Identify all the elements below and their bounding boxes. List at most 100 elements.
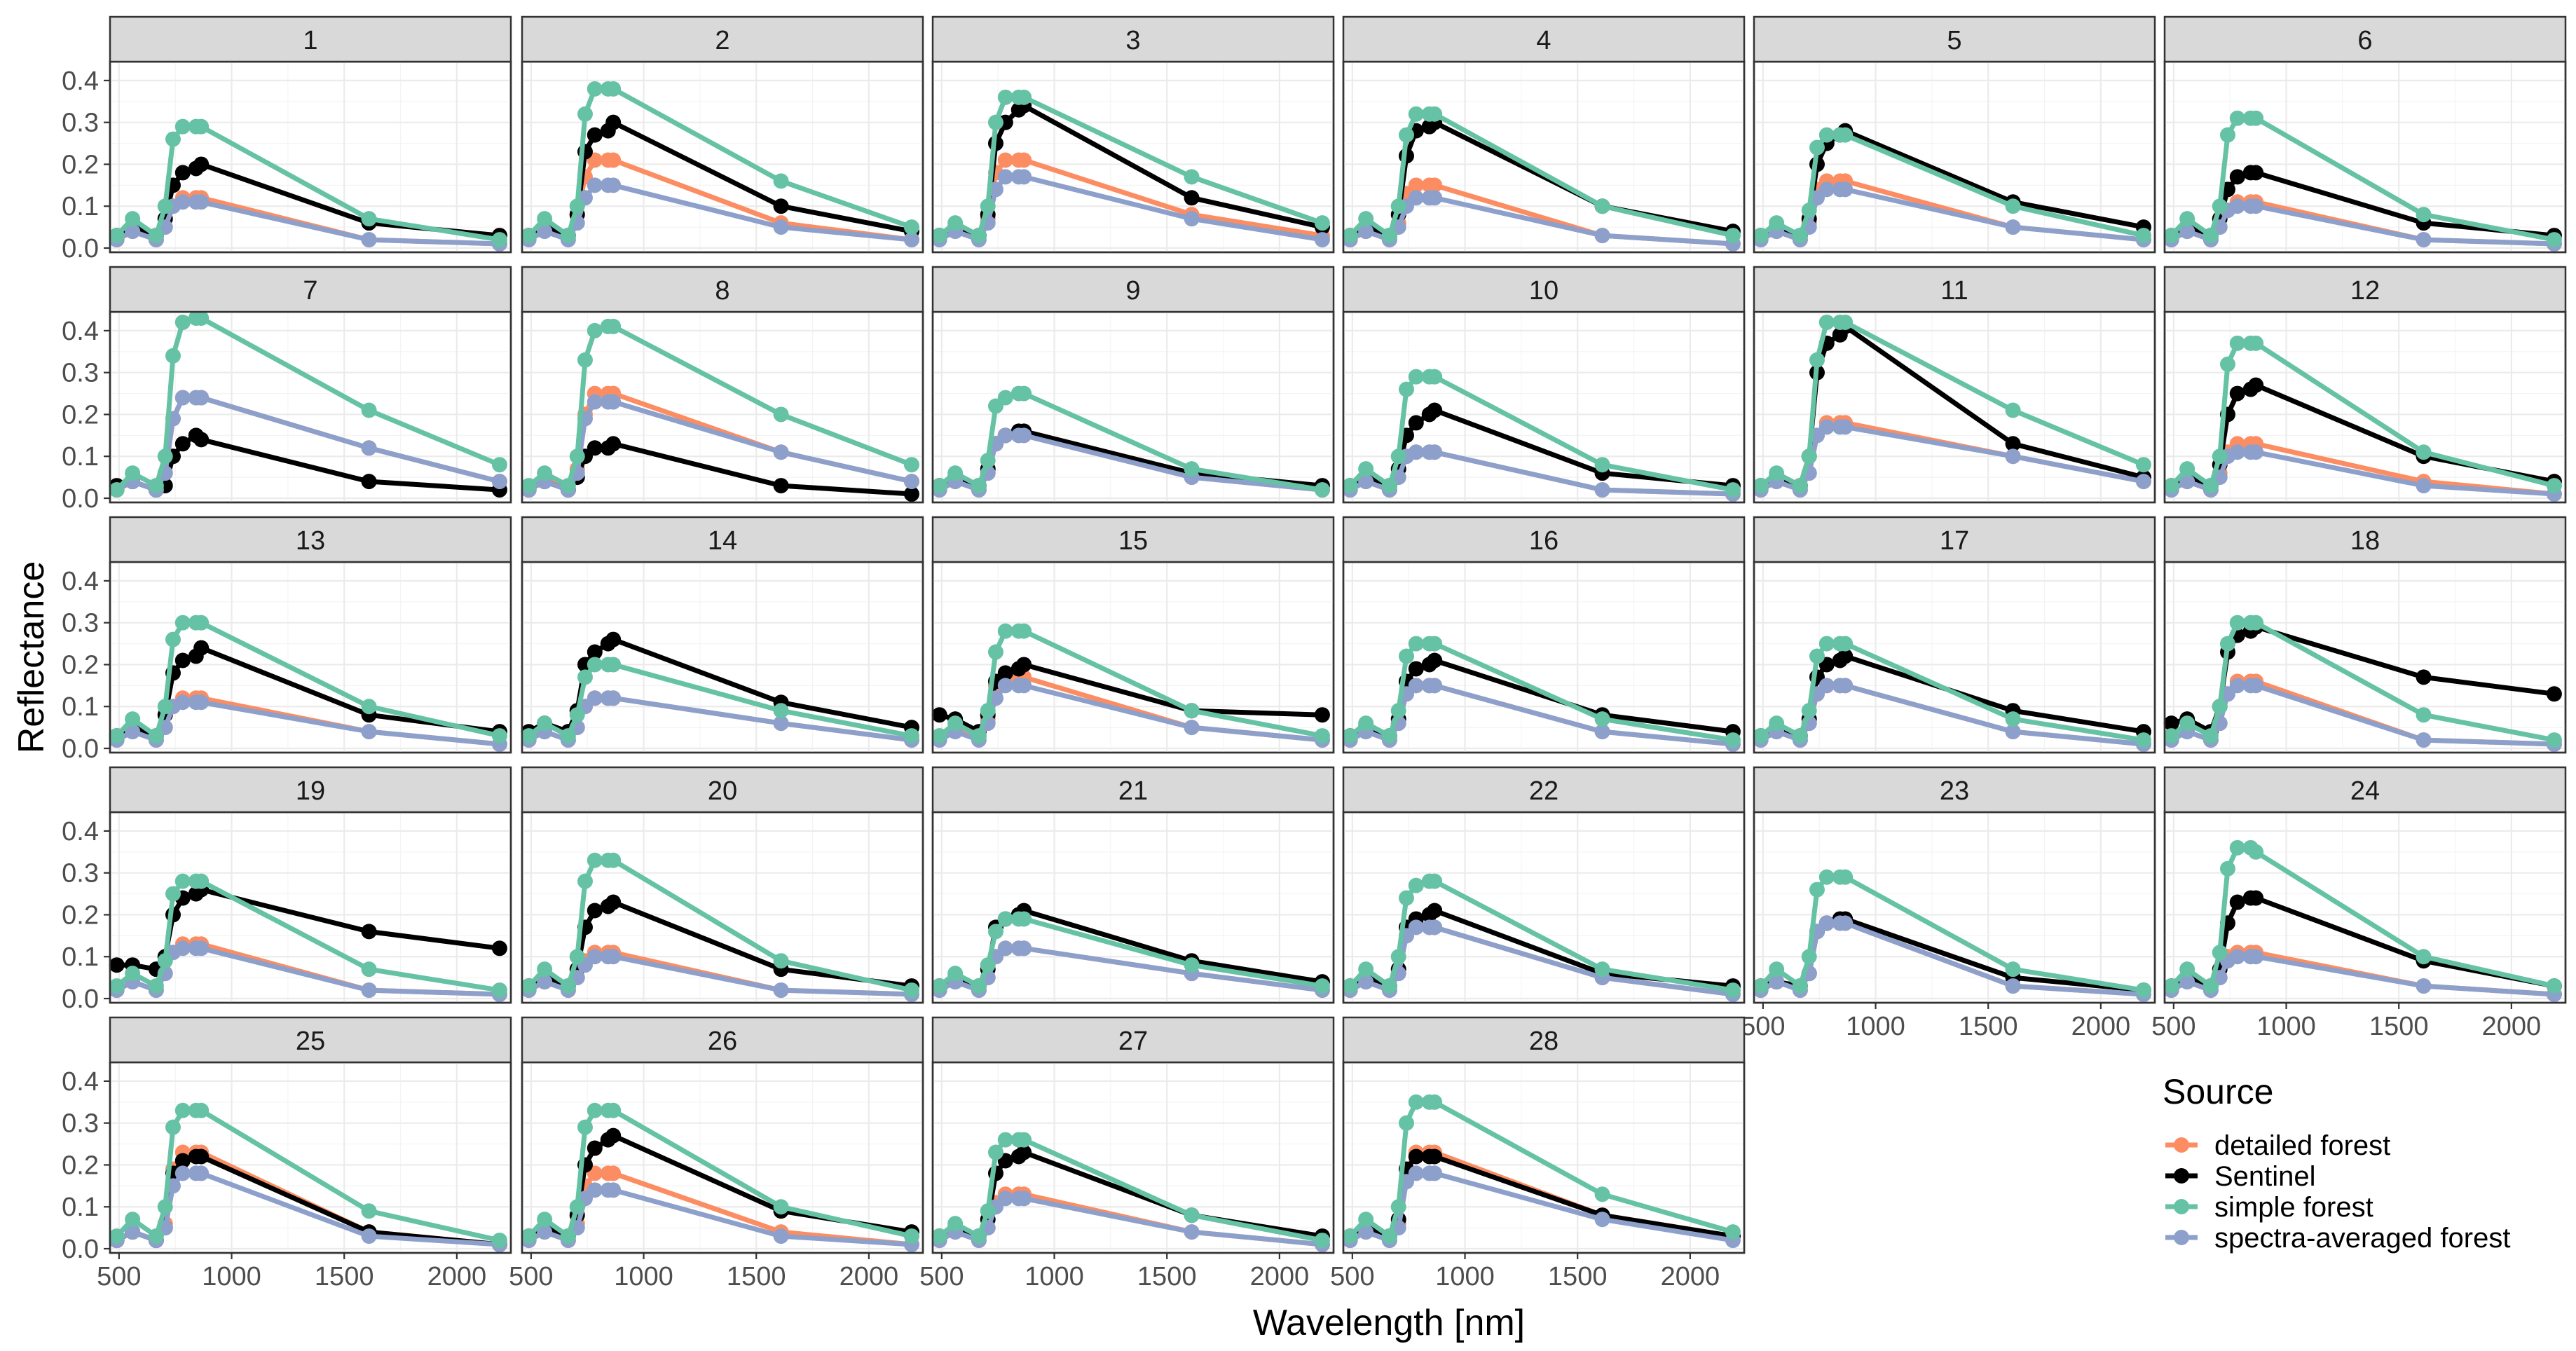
- facet-strip: [931, 766, 1335, 814]
- data-point-simple-forest: [521, 1228, 537, 1244]
- x-tick-label: 500: [919, 1262, 964, 1291]
- facet-panel-10: 10: [1342, 266, 1746, 504]
- data-point-simple-forest: [125, 465, 141, 481]
- facet-panel-13: 13 0.0 0.1 0.2 0.3 0.4: [62, 516, 512, 764]
- x-tick-label: 1000: [202, 1262, 261, 1291]
- data-point-simple-forest: [1016, 89, 1032, 105]
- y-tick-label: 0.1: [62, 942, 99, 972]
- data-point-simple-forest: [2202, 978, 2219, 994]
- data-point-simple-forest: [1809, 648, 1825, 664]
- data-point-simple-forest: [903, 728, 919, 744]
- data-point-simple-forest: [1427, 873, 1443, 889]
- data-point-simple-forest: [1016, 623, 1032, 639]
- data-point-simple-forest: [148, 978, 164, 994]
- data-point-spectra-averaged-forest: [605, 690, 622, 706]
- data-point-simple-forest: [165, 131, 181, 147]
- data-point-simple-forest: [1769, 465, 1785, 481]
- data-point-spectra-averaged-forest: [1594, 228, 1610, 244]
- data-point-spectra-averaged-forest: [2416, 232, 2432, 248]
- data-point-simple-forest: [1837, 314, 1854, 330]
- data-point-simple-forest: [931, 1228, 947, 1244]
- data-point-detailed-forest: [1408, 177, 1424, 193]
- series-line-simple-forest: [1348, 1099, 1736, 1239]
- data-point-spectra-averaged-forest: [174, 940, 191, 956]
- facet-panel-25: 25 0.0 0.1 0.2 0.3 0.4 500 1000 1500 2000: [62, 1016, 512, 1291]
- data-point-simple-forest: [947, 966, 964, 982]
- facet-panel-21: 21: [931, 766, 1335, 1004]
- data-point-simple-forest: [980, 957, 996, 973]
- facet-strip-label: 1: [303, 26, 317, 55]
- data-point-simple-forest: [1314, 728, 1330, 744]
- facet-panel-2: 2: [521, 15, 924, 254]
- x-tick-label: 1500: [727, 1262, 786, 1291]
- data-point-simple-forest: [537, 211, 553, 227]
- data-point-spectra-averaged-forest: [587, 949, 603, 965]
- data-point-simple-forest: [577, 1119, 593, 1135]
- data-point-simple-forest: [1408, 1094, 1424, 1110]
- data-point-simple-forest: [773, 703, 789, 719]
- data-point-simple-forest: [537, 465, 553, 481]
- data-point-simple-forest: [148, 728, 164, 744]
- data-point-simple-forest: [193, 615, 210, 631]
- x-tick-label: 1500: [315, 1262, 374, 1291]
- facet-strip: [109, 1016, 512, 1064]
- data-point-simple-forest: [605, 657, 622, 673]
- data-point-simple-forest: [1390, 198, 1406, 214]
- data-point-sentinel: [1837, 648, 1854, 664]
- data-point-simple-forest: [997, 1132, 1013, 1148]
- x-tick-label: 1500: [1548, 1262, 1608, 1291]
- data-point-simple-forest: [125, 1212, 141, 1228]
- series-line-spectra-averaged-forest: [526, 399, 914, 493]
- data-point-simple-forest: [1769, 715, 1785, 732]
- series-line-simple-forest: [2169, 116, 2557, 242]
- data-point-spectra-averaged-forest: [1314, 232, 1330, 248]
- data-point-simple-forest: [1818, 127, 1835, 143]
- data-point-simple-forest: [174, 118, 191, 135]
- facet-strip: [521, 1016, 924, 1064]
- data-point-spectra-averaged-forest: [997, 678, 1013, 694]
- x-tick-label: 2000: [840, 1262, 899, 1291]
- data-point-spectra-averaged-forest: [1427, 190, 1443, 206]
- data-point-simple-forest: [491, 728, 507, 744]
- series-line-simple-forest: [937, 916, 1325, 989]
- legend-title: Source: [2163, 1072, 2273, 1111]
- data-point-sentinel: [1427, 903, 1443, 919]
- facet-panel-26: 26 500 1000 1500 2000: [509, 1016, 924, 1291]
- data-point-simple-forest: [1594, 711, 1610, 727]
- data-point-simple-forest: [587, 322, 603, 338]
- data-point-simple-forest: [2229, 110, 2245, 126]
- data-point-sentinel: [2248, 165, 2264, 181]
- series-line-simple-forest: [114, 315, 502, 493]
- data-point-spectra-averaged-forest: [997, 427, 1013, 444]
- data-point-spectra-averaged-forest: [1016, 427, 1032, 444]
- data-point-simple-forest: [1594, 198, 1610, 214]
- data-point-spectra-averaged-forest: [1408, 190, 1424, 206]
- x-tick-label: 500: [1330, 1262, 1374, 1291]
- facet-strip: [1753, 15, 2156, 63]
- data-point-simple-forest: [1390, 703, 1406, 719]
- data-point-spectra-averaged-forest: [587, 1182, 603, 1198]
- data-point-simple-forest: [361, 402, 377, 418]
- data-point-spectra-averaged-forest: [1184, 211, 1200, 227]
- data-point-simple-forest: [980, 1203, 996, 1219]
- data-point-simple-forest: [1398, 890, 1414, 906]
- data-point-spectra-averaged-forest: [361, 982, 377, 999]
- x-tick-label: 2000: [2071, 1012, 2131, 1041]
- data-point-spectra-averaged-forest: [361, 232, 377, 248]
- data-point-spectra-averaged-forest: [1837, 419, 1854, 435]
- y-tick-label: 0.3: [62, 359, 99, 388]
- data-point-spectra-averaged-forest: [361, 724, 377, 740]
- series-line-sentinel: [114, 887, 502, 972]
- facet-strip: [2163, 766, 2567, 814]
- data-point-simple-forest: [491, 232, 507, 248]
- data-point-simple-forest: [2212, 448, 2228, 465]
- data-point-detailed-forest: [1427, 177, 1443, 193]
- data-point-simple-forest: [931, 228, 947, 244]
- data-point-sentinel: [2248, 890, 2264, 906]
- data-point-simple-forest: [577, 873, 593, 889]
- y-axis-title: Reflectance: [11, 561, 52, 754]
- data-point-sentinel: [174, 165, 191, 181]
- data-point-simple-forest: [1427, 1094, 1443, 1110]
- series-line-simple-forest: [1348, 641, 1736, 743]
- data-point-simple-forest: [903, 982, 919, 999]
